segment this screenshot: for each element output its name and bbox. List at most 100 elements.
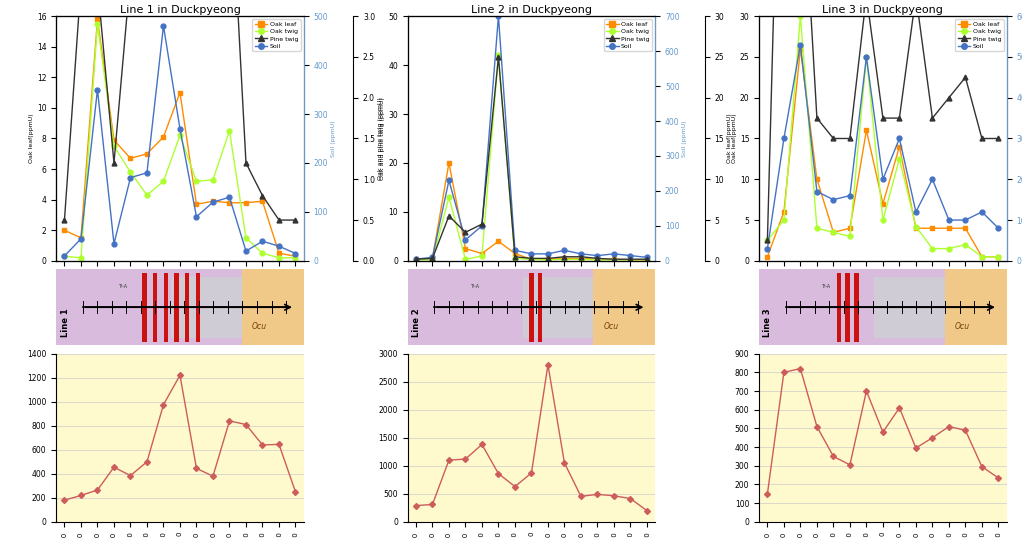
Oak twig: [58, 253, 71, 259]
Line: Pine twig: Pine twig: [414, 54, 649, 261]
Soil: [443, 177, 455, 183]
Soil: [174, 125, 186, 132]
Oak leaf: [558, 255, 570, 261]
Oak leaf: [509, 250, 521, 257]
Oak leaf: [960, 225, 972, 231]
Soil: [641, 254, 653, 260]
Oak twig: [910, 223, 922, 230]
Oak twig: [893, 155, 905, 162]
Pine twig: [827, 135, 839, 141]
Pine twig: [273, 217, 285, 223]
Oak twig: [992, 253, 1005, 260]
Bar: [845, 273, 849, 342]
Oak leaf: [525, 256, 538, 263]
Oak twig: [608, 257, 620, 263]
Oak twig: [810, 225, 823, 231]
Pine twig: [761, 237, 774, 244]
Oak twig: [844, 233, 856, 239]
Oak leaf: [976, 253, 988, 260]
Line: Oak twig: Oak twig: [414, 53, 649, 263]
Pine twig: [108, 160, 121, 166]
Oak leaf: [778, 209, 790, 215]
Text: Ocu: Ocu: [252, 322, 267, 331]
Soil: [861, 54, 873, 60]
Y-axis label: Oak and pine twig (ppmU): Oak and pine twig (ppmU): [378, 97, 383, 180]
Oak leaf: [75, 235, 87, 241]
Soil: [190, 214, 202, 220]
Oak leaf: [459, 245, 471, 252]
Oak leaf: [108, 137, 121, 143]
Legend: Oak leaf, Oak twig, Pine twig, Soil: Oak leaf, Oak twig, Pine twig, Soil: [604, 19, 652, 52]
Pine twig: [810, 115, 823, 122]
Oak leaf: [443, 160, 455, 166]
Soil: [75, 236, 87, 242]
Soil: [240, 248, 252, 254]
Soil: [558, 247, 570, 253]
Oak leaf: [893, 144, 905, 150]
Oak leaf: [592, 256, 604, 263]
Title: Line 2 in Duckpyeong: Line 2 in Duckpyeong: [471, 5, 592, 16]
Pine twig: [542, 255, 554, 261]
Soil: [624, 252, 637, 259]
Oak leaf: [827, 229, 839, 236]
Bar: [153, 273, 157, 342]
Soil: [426, 254, 438, 260]
Pine twig: [641, 256, 653, 263]
Pine twig: [141, 5, 153, 11]
Soil: [542, 251, 554, 257]
Oak twig: [289, 254, 301, 261]
Bar: [171, 277, 242, 338]
Oak twig: [459, 256, 471, 263]
Oak leaf: [810, 176, 823, 182]
Oak twig: [641, 257, 653, 263]
Oak twig: [509, 255, 521, 261]
Soil: [574, 251, 587, 257]
Oak leaf: [942, 225, 955, 231]
Oak twig: [574, 256, 587, 263]
Y-axis label: Oak leaf(ppmU): Oak leaf(ppmU): [727, 114, 732, 164]
Oak leaf: [91, 16, 103, 23]
Oak twig: [108, 143, 121, 150]
Oak leaf: [157, 134, 170, 140]
Oak twig: [960, 242, 972, 248]
Soil: [761, 245, 774, 252]
Oak leaf: [794, 46, 806, 52]
Oak twig: [558, 256, 570, 263]
Oak twig: [861, 54, 873, 60]
Soil: [926, 176, 938, 182]
Pine twig: [58, 217, 71, 223]
Oak leaf: [493, 238, 505, 244]
Text: Ocu: Ocu: [955, 322, 970, 331]
Pine twig: [592, 255, 604, 261]
Oak leaf: [926, 225, 938, 231]
Oak leaf: [476, 250, 489, 257]
Oak leaf: [861, 127, 873, 133]
Pine twig: [844, 135, 856, 141]
Oak leaf: [174, 89, 186, 96]
Oak leaf: [844, 225, 856, 231]
Oak twig: [592, 257, 604, 263]
Text: Tr-A: Tr-A: [821, 284, 830, 289]
Soil: [992, 225, 1005, 231]
Soil: [525, 251, 538, 257]
Text: Line 1: Line 1: [60, 308, 69, 337]
Soil: [509, 247, 521, 253]
Line: Pine twig: Pine twig: [62, 0, 297, 223]
Soil: [206, 199, 219, 206]
Oak twig: [190, 178, 202, 185]
Oak twig: [410, 257, 422, 263]
Soil: [257, 238, 269, 244]
Oak twig: [976, 253, 988, 260]
Oak twig: [257, 250, 269, 257]
Soil: [157, 23, 170, 29]
Oak twig: [877, 217, 889, 223]
Oak twig: [91, 20, 103, 27]
Soil: [476, 223, 489, 229]
Soil: [289, 250, 301, 257]
Bar: [837, 273, 841, 342]
Pine twig: [525, 255, 538, 261]
Pine twig: [257, 193, 269, 199]
Y-axis label: Oak and pine twig (ppmU): Oak and pine twig (ppmU): [380, 97, 385, 180]
Oak twig: [224, 128, 236, 134]
Oak leaf: [289, 253, 301, 259]
